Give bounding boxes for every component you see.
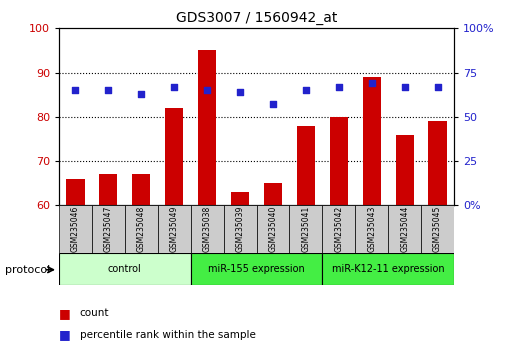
Point <box>401 84 409 90</box>
Point <box>334 84 343 90</box>
Bar <box>100 174 117 354</box>
Point <box>203 87 211 93</box>
Point <box>368 80 376 86</box>
Bar <box>132 174 150 354</box>
Text: GSM235044: GSM235044 <box>400 206 409 252</box>
Bar <box>421 205 454 253</box>
Text: miR-155 expression: miR-155 expression <box>208 264 305 274</box>
Bar <box>264 183 282 354</box>
Bar <box>289 205 322 253</box>
Bar <box>231 192 249 354</box>
Text: percentile rank within the sample: percentile rank within the sample <box>80 330 255 339</box>
Bar <box>297 126 315 354</box>
Text: GSM235046: GSM235046 <box>71 206 80 252</box>
Bar <box>330 117 348 354</box>
Bar <box>355 205 388 253</box>
Bar <box>165 108 183 354</box>
Text: protocol: protocol <box>5 265 50 275</box>
Text: control: control <box>108 264 142 274</box>
Point <box>71 87 80 93</box>
Bar <box>363 77 381 354</box>
Point <box>302 87 310 93</box>
Bar <box>428 121 447 354</box>
Text: GDS3007 / 1560942_at: GDS3007 / 1560942_at <box>176 11 337 25</box>
Point <box>170 84 179 90</box>
Text: GSM235041: GSM235041 <box>301 206 310 252</box>
Text: ■: ■ <box>59 307 71 320</box>
Bar <box>322 253 454 285</box>
Bar <box>191 205 224 253</box>
Bar <box>388 205 421 253</box>
Text: GSM235045: GSM235045 <box>433 206 442 252</box>
Point <box>433 84 442 90</box>
Point <box>104 87 112 93</box>
Text: GSM235048: GSM235048 <box>137 206 146 252</box>
Text: GSM235038: GSM235038 <box>203 206 212 252</box>
Point <box>269 102 277 107</box>
Text: GSM235042: GSM235042 <box>334 206 343 252</box>
Text: GSM235043: GSM235043 <box>367 206 376 252</box>
Text: GSM235047: GSM235047 <box>104 206 113 252</box>
Bar <box>59 205 92 253</box>
Text: miR-K12-11 expression: miR-K12-11 expression <box>332 264 444 274</box>
Text: GSM235040: GSM235040 <box>268 206 278 252</box>
Bar <box>59 253 191 285</box>
Text: ■: ■ <box>59 328 71 341</box>
Point <box>137 91 145 97</box>
Bar <box>256 205 289 253</box>
Bar <box>224 205 256 253</box>
Bar <box>396 135 413 354</box>
Text: count: count <box>80 308 109 318</box>
Bar <box>66 179 85 354</box>
Text: GSM235049: GSM235049 <box>170 206 179 252</box>
Bar <box>191 253 322 285</box>
Bar <box>322 205 355 253</box>
Bar <box>92 205 125 253</box>
Text: GSM235039: GSM235039 <box>235 206 245 252</box>
Bar <box>158 205 191 253</box>
Bar <box>198 50 216 354</box>
Point <box>236 89 244 95</box>
Bar <box>125 205 158 253</box>
